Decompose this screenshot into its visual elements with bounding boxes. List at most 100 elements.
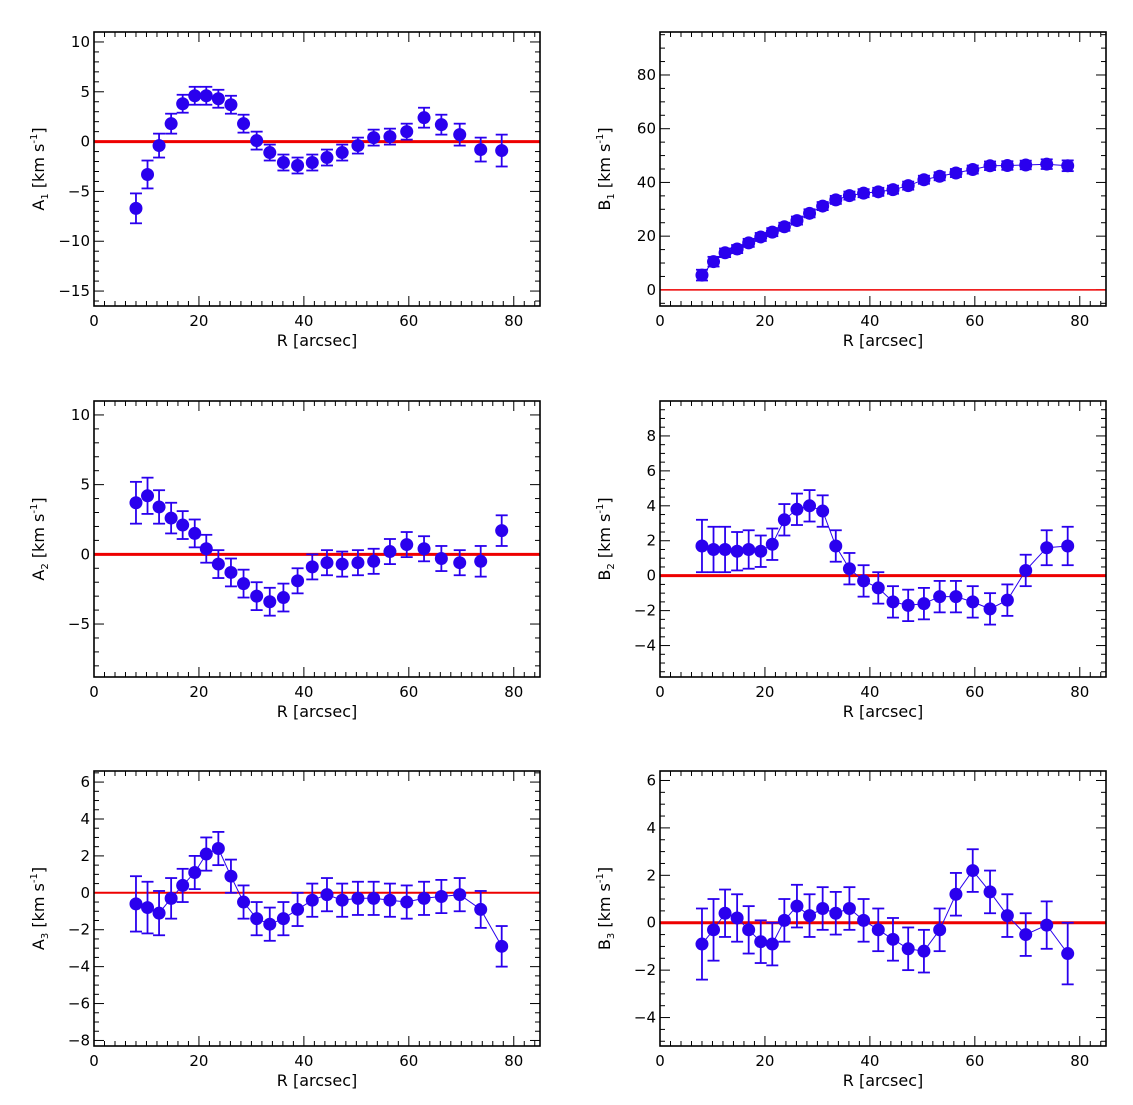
data-point <box>367 131 381 145</box>
data-point <box>188 526 202 540</box>
data-point <box>695 539 709 553</box>
data-point <box>765 537 779 551</box>
y-tick-label: 4 <box>646 497 656 515</box>
plot-frame <box>93 31 541 307</box>
data-point <box>453 128 467 142</box>
data-point <box>742 923 756 937</box>
y-tick-label: 60 <box>637 120 656 138</box>
data-point <box>842 902 856 915</box>
x-tick-label: 40 <box>860 1052 879 1070</box>
data-point <box>1019 563 1033 577</box>
data-point <box>188 89 202 103</box>
data-point <box>305 893 319 907</box>
x-axis-label: R [arcsec] <box>843 702 924 721</box>
x-tick-label: 20 <box>755 683 774 701</box>
data-point <box>901 179 915 193</box>
data-point <box>966 595 980 609</box>
data-point <box>417 111 431 125</box>
data-point <box>453 888 467 902</box>
y-tick-label: 80 <box>637 66 656 84</box>
y-tick-label: 2 <box>646 532 656 550</box>
data-point <box>474 902 488 916</box>
y-axis-label: B3 [km s-1] <box>595 867 617 950</box>
data-point <box>164 117 178 131</box>
data-point <box>417 542 431 556</box>
y-tick-label: 0 <box>80 884 90 902</box>
x-tick-label: 0 <box>89 312 99 330</box>
y-tick-label: 5 <box>80 476 90 494</box>
data-point <box>320 888 334 902</box>
data-point <box>224 869 238 883</box>
y-axis-label: A1 [km s-1] <box>29 127 51 210</box>
data-point <box>495 524 509 538</box>
x-tick-label: 0 <box>655 1052 665 1070</box>
data-point <box>718 906 732 920</box>
data-point <box>188 866 202 880</box>
data-point <box>966 163 980 177</box>
data-point <box>224 98 238 112</box>
data-point <box>474 143 488 157</box>
data-point <box>695 937 709 951</box>
data-point <box>983 885 997 899</box>
data-point <box>886 595 900 609</box>
data-point <box>453 556 467 570</box>
data-point <box>176 878 190 892</box>
y-axis-label: B1 [km s-1] <box>595 127 617 210</box>
data-point <box>871 923 885 937</box>
data-point <box>276 156 290 170</box>
data-point <box>917 173 931 187</box>
data-point <box>730 544 744 558</box>
y-tick-label: 4 <box>646 819 656 837</box>
y-tick-label: 0 <box>80 133 90 151</box>
chart-panel-a2: 0 20 40 60 80 −5 0 5 10 R [arcsec] A2 [km s-1] <box>29 400 541 721</box>
y-tick-label: 10 <box>71 33 90 51</box>
y-tick-label: 0 <box>80 545 90 563</box>
x-tick-label: 0 <box>655 312 665 330</box>
data-point <box>730 242 744 256</box>
y-tick-label: 10 <box>71 406 90 424</box>
data-point <box>790 899 804 913</box>
y-tick-label: 20 <box>637 227 656 245</box>
data-point <box>742 236 756 250</box>
data-point <box>250 589 264 603</box>
x-axis-label: R [arcsec] <box>843 1071 924 1090</box>
data-point <box>237 577 251 591</box>
x-tick-label: 60 <box>399 312 418 330</box>
y-tick-label: −15 <box>58 282 90 300</box>
data-point <box>857 574 871 588</box>
data-point <box>707 255 721 269</box>
data-point <box>1040 157 1054 171</box>
data-point <box>141 901 155 915</box>
data-point <box>320 556 334 570</box>
data-point <box>129 897 143 911</box>
data-point <box>176 97 190 111</box>
data-point <box>367 891 381 905</box>
y-axis-label: A3 [km s-1] <box>29 867 51 950</box>
y-tick-label: 2 <box>646 866 656 884</box>
data-point <box>141 167 155 181</box>
data-point <box>237 895 251 909</box>
data-point <box>790 214 804 228</box>
data-point <box>434 118 448 132</box>
data-point <box>417 891 431 905</box>
data-point <box>199 89 213 103</box>
data-point <box>237 117 251 131</box>
x-axis-label: R [arcsec] <box>843 331 924 350</box>
data-point <box>211 557 225 571</box>
data-point <box>871 581 885 595</box>
x-tick-label: 80 <box>1070 683 1089 701</box>
data-point <box>790 502 804 516</box>
data-point <box>400 895 414 909</box>
chart-panel-b1: 0 20 40 60 80 0 20 40 60 80 R [arcsec] B1 [km s-1] <box>595 31 1107 350</box>
data-point <box>803 206 817 220</box>
y-tick-label: −5 <box>68 182 90 200</box>
x-axis-label: R [arcsec] <box>277 1071 358 1090</box>
y-tick-label: 4 <box>80 810 90 828</box>
data-point <box>829 539 843 553</box>
data-point <box>695 268 709 282</box>
x-tick-label: 20 <box>189 1052 208 1070</box>
chart-panel-a1: 0 20 40 60 80 −15 −10 −5 0 5 10 R [arcsec] A1 [km s-… <box>29 31 541 350</box>
x-tick-label: 60 <box>399 683 418 701</box>
data-point <box>1000 159 1014 173</box>
chart-panel-b3: 0 20 40 60 80 −4 −2 0 2 4 6 R [arcsec] B3 [km s-1] <box>595 770 1107 1090</box>
